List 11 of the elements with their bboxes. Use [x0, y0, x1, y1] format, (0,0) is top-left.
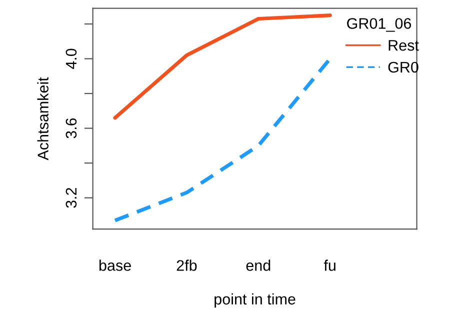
x-axis-title: point in time: [214, 293, 296, 308]
y-tick-label: 3.2: [66, 188, 77, 208]
y-tick-label: 4.0: [66, 48, 77, 70]
x-tick-label: 2fb: [176, 260, 197, 271]
x-tick-label: end: [246, 260, 270, 271]
y-tick-label: 3.6: [66, 118, 77, 138]
x-tick-label: fu: [324, 260, 336, 271]
legend-title: GR01_06: [347, 18, 412, 32]
x-tick-label: base: [99, 260, 131, 271]
y-axis-title: Achtsamkeit: [37, 77, 48, 160]
line-series: [113, 13, 332, 120]
